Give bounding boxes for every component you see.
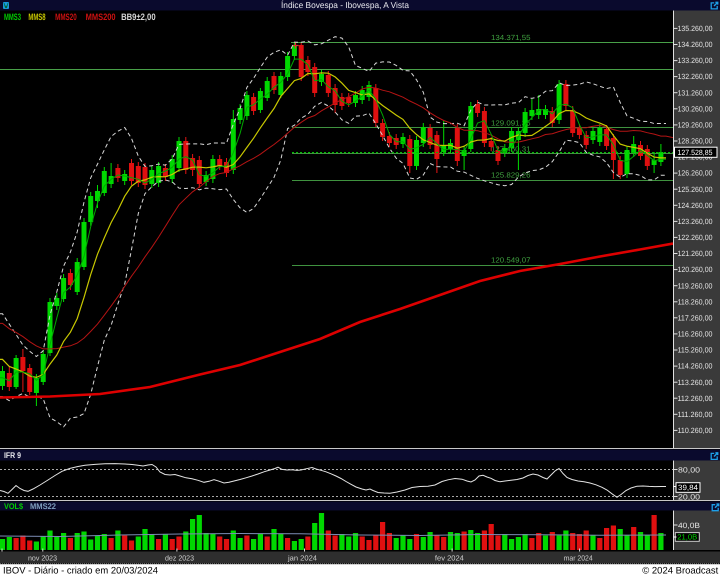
svg-text:fev 2024: fev 2024	[435, 554, 464, 563]
svg-text:128.260,00: 128.260,00	[678, 137, 713, 146]
svg-text:117.260,00: 117.260,00	[678, 313, 713, 322]
svg-text:134.260,00: 134.260,00	[678, 40, 713, 49]
svg-text:IFR 9: IFR 9	[4, 451, 21, 460]
svg-text:21,0B: 21,0B	[677, 533, 697, 542]
svg-text:123.260,00: 123.260,00	[678, 217, 713, 226]
svg-text:131.260,00: 131.260,00	[678, 88, 713, 97]
svg-text:© 2024 Broadcast: © 2024 Broadcast	[642, 565, 718, 575]
svg-text:dez 2023: dez 2023	[165, 554, 194, 563]
svg-text:MMS8: MMS8	[28, 12, 45, 22]
svg-text:134.371,55: 134.371,55	[491, 33, 531, 42]
svg-text:BB9±2,00: BB9±2,00	[121, 12, 156, 22]
svg-text:Índice Bovespa - Ibovespa, A V: Índice Bovespa - Ibovespa, A Vista	[281, 0, 409, 10]
svg-text:20,00: 20,00	[678, 492, 700, 501]
svg-text:130.260,00: 130.260,00	[678, 104, 713, 113]
svg-text:127.528,85: 127.528,85	[678, 148, 713, 157]
svg-text:129.091,36: 129.091,36	[491, 118, 531, 127]
svg-text:129.260,00: 129.260,00	[678, 121, 713, 130]
svg-text:116.260,00: 116.260,00	[678, 330, 713, 339]
svg-text:115.260,00: 115.260,00	[678, 346, 713, 355]
svg-text:124.260,00: 124.260,00	[678, 201, 713, 210]
svg-text:127.460,31: 127.460,31	[491, 145, 531, 154]
svg-text:119.260,00: 119.260,00	[678, 281, 713, 290]
svg-text:113.260,00: 113.260,00	[678, 378, 713, 387]
svg-text:125.260,00: 125.260,00	[678, 185, 713, 194]
svg-text:MMS20: MMS20	[55, 12, 77, 22]
svg-text:118.260,00: 118.260,00	[678, 297, 713, 306]
svg-text:VOL$: VOL$	[4, 502, 23, 511]
svg-text:80,00: 80,00	[678, 465, 700, 474]
svg-text:40,0B: 40,0B	[678, 521, 700, 530]
svg-text:125.829,26: 125.829,26	[491, 170, 531, 179]
svg-text:114.260,00: 114.260,00	[678, 362, 713, 371]
svg-text:122.260,00: 122.260,00	[678, 233, 713, 242]
svg-text:39,84: 39,84	[678, 483, 698, 492]
svg-text:110.260,00: 110.260,00	[678, 426, 713, 435]
svg-text:132.260,00: 132.260,00	[678, 72, 713, 81]
svg-text:mar 2024: mar 2024	[564, 554, 593, 563]
svg-text:jan 2024: jan 2024	[287, 554, 317, 563]
svg-text:135.260,00: 135.260,00	[678, 24, 713, 33]
svg-text:133.260,00: 133.260,00	[678, 56, 713, 65]
svg-text:MMS200: MMS200	[86, 12, 116, 22]
svg-text:112.260,00: 112.260,00	[678, 394, 713, 403]
svg-text:MMS3: MMS3	[4, 12, 21, 22]
svg-text:111.260,00: 111.260,00	[678, 410, 713, 419]
svg-text:nov 2023: nov 2023	[28, 554, 57, 563]
svg-text:120.549,07: 120.549,07	[491, 256, 531, 265]
svg-text:MMS22: MMS22	[30, 502, 56, 511]
svg-text:120.260,00: 120.260,00	[678, 265, 713, 274]
svg-text:126.260,00: 126.260,00	[678, 169, 713, 178]
svg-text:121.260,00: 121.260,00	[678, 249, 713, 258]
svg-text:IBOV - Diário - criado em 20/0: IBOV - Diário - criado em 20/03/2024	[3, 565, 158, 575]
